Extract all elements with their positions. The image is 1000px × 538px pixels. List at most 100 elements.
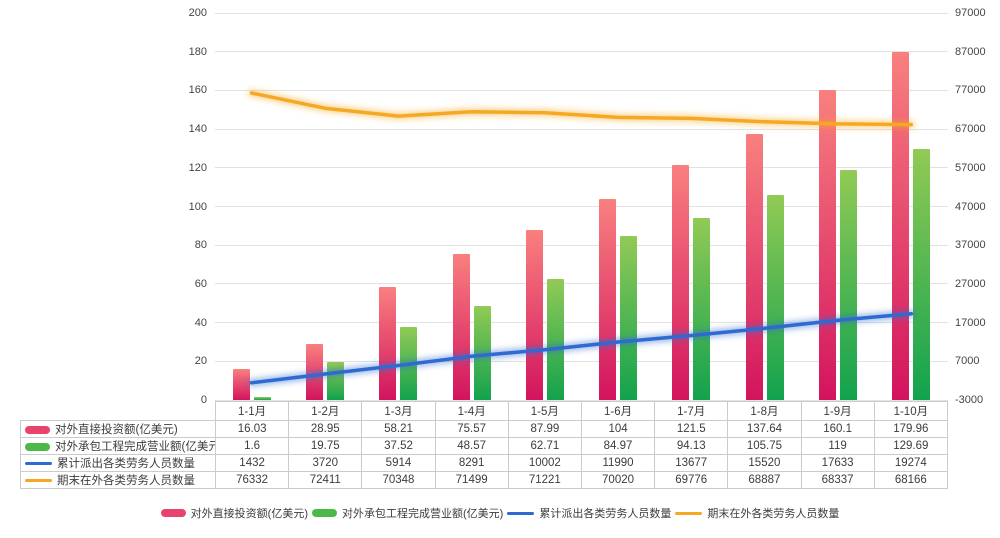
- left-axis-tick-label: 180: [188, 45, 207, 58]
- bar-contract-turnover: [546, 278, 564, 400]
- month-header-cell: 1-7月: [654, 401, 729, 421]
- value-cell-cumulative-dispatched-workers: 17633: [800, 454, 875, 472]
- month-header-cell: 1-2月: [288, 401, 363, 421]
- legend-label: 期末在外各类劳务人员数量: [707, 508, 840, 520]
- month-header-cell: 1-8月: [727, 401, 802, 421]
- bar-direct-investment: [379, 287, 397, 400]
- value-cell-contract-turnover: 62.71: [507, 437, 582, 455]
- legend-item-cumulative-dispatched-workers: 累计派出各类劳务人员数量: [507, 505, 671, 521]
- right-axis-tick-label: 67000: [955, 123, 986, 136]
- left-axis-tick-label: 40: [194, 316, 207, 329]
- value-cell-workers-abroad-end-of-period: 69776: [654, 471, 729, 489]
- line-glow-workers-abroad-end-of-period: [247, 89, 916, 129]
- value-cell-direct-investment: 121.5: [654, 420, 729, 438]
- value-cell-direct-investment: 58.21: [361, 420, 436, 438]
- value-cell-workers-abroad-end-of-period: 70020: [580, 471, 656, 489]
- month-header-cell: 1-3月: [361, 401, 436, 421]
- bar-swatch-icon: [160, 509, 186, 517]
- value-cell-direct-investment: 160.1: [800, 420, 875, 438]
- month-header-cell: 1-5月: [507, 401, 582, 421]
- value-cell-workers-abroad-end-of-period: 70348: [361, 471, 436, 489]
- value-cell-direct-investment: 104: [580, 420, 656, 438]
- value-cell-workers-abroad-end-of-period: 72411: [288, 471, 363, 489]
- left-axis-tick-label: 100: [188, 200, 207, 213]
- bar-direct-investment: [452, 253, 470, 400]
- line-cumulative-dispatched-workers: [249, 312, 914, 385]
- value-cell-workers-abroad-end-of-period: 71499: [434, 471, 509, 489]
- month-header-row: 1-1月 1-2月 1-3月 1-4月 1-5月 1-6月 1-7月 1-8月 1-9月 1-10…: [21, 401, 949, 421]
- value-cell-contract-turnover: 37.52: [361, 437, 436, 455]
- month-header-cell: 1-4月: [434, 401, 509, 421]
- gridline: [215, 206, 948, 207]
- bar-direct-investment: [672, 164, 690, 400]
- month-header-cell: 1-1月: [214, 401, 290, 421]
- value-cell-cumulative-dispatched-workers: 1432: [214, 454, 290, 472]
- value-cell-direct-investment: 87.99: [507, 420, 582, 438]
- bar-swatch-icon: [25, 442, 50, 451]
- right-axis-tick-label: 7000: [955, 355, 980, 368]
- left-axis-tick-label: 0: [200, 394, 207, 406]
- right-axis-tick-label: 17000: [955, 316, 986, 329]
- left-axis-tick-label: 160: [188, 84, 207, 97]
- row-label-cumulative-dispatched-workers: 累计派出各类劳务人员数量: [20, 454, 216, 472]
- value-cell-contract-turnover: 94.13: [654, 437, 729, 455]
- series-name: 对外承包工程完成营业额(亿美元): [55, 441, 216, 453]
- legend-label: 对外承包工程完成营业额(亿美元): [342, 508, 504, 520]
- bar-contract-turnover: [840, 169, 858, 400]
- value-cell-cumulative-dispatched-workers: 3720: [288, 454, 363, 472]
- value-cell-contract-turnover: 105.75: [727, 437, 802, 455]
- legend-label: 对外直接投资额(亿美元): [190, 508, 308, 520]
- right-axis-tick-label: 27000: [955, 277, 986, 290]
- gridline: [215, 399, 948, 401]
- gridline: [215, 360, 948, 362]
- right-axis-tick-label: 87000: [955, 45, 986, 58]
- bar-contract-turnover: [253, 396, 271, 400]
- right-axis-tick-label: 37000: [955, 239, 986, 252]
- value-cell-contract-turnover: 84.97: [580, 437, 656, 455]
- left-axis-tick-label: 60: [194, 277, 207, 290]
- value-cell-contract-turnover: 48.57: [434, 437, 509, 455]
- series-name: 对外直接投资额(亿美元): [55, 424, 178, 436]
- bar-contract-turnover: [693, 217, 711, 400]
- data-table-grid: 1-1月 1-2月 1-3月 1-4月 1-5月 1-6月 1-7月 1-8月 1-9月 1-10…: [20, 401, 949, 489]
- value-cell-contract-turnover: 129.69: [873, 437, 949, 455]
- right-axis-tick-label: 47000: [955, 200, 986, 213]
- value-cell-workers-abroad-end-of-period: 68887: [727, 471, 802, 489]
- month-header-cell: 1-9月: [800, 401, 875, 421]
- line-workers-abroad-end-of-period: [249, 91, 914, 127]
- bar-direct-investment: [599, 198, 617, 400]
- bar-contract-turnover: [913, 149, 931, 400]
- left-axis-tick-label: 200: [188, 7, 207, 19]
- bar-direct-investment: [232, 368, 250, 400]
- line-series-layer: [247, 89, 916, 387]
- gridline: [215, 322, 948, 324]
- bar-contract-turnover: [620, 235, 638, 400]
- value-cell-contract-turnover: 119: [800, 437, 875, 455]
- bar-swatch-icon: [25, 425, 50, 434]
- value-cell-cumulative-dispatched-workers: 5914: [361, 454, 436, 472]
- value-cell-direct-investment: 28.95: [288, 420, 363, 438]
- left-axis-tick-label: 140: [188, 123, 207, 136]
- month-header-cell: 1-10月: [873, 401, 949, 421]
- month-header-cell: 1-6月: [580, 401, 656, 421]
- value-cell-cumulative-dispatched-workers: 10002: [507, 454, 582, 472]
- line-swatch-icon: [675, 511, 703, 515]
- value-cell-cumulative-dispatched-workers: 13677: [654, 454, 729, 472]
- series-name: 期末在外各类劳务人员数量: [57, 475, 195, 487]
- plot-area: [215, 12, 948, 401]
- value-cell-cumulative-dispatched-workers: 15520: [727, 454, 802, 472]
- gridline: [215, 244, 948, 246]
- value-cell-direct-investment: 75.57: [434, 420, 509, 438]
- value-cell-workers-abroad-end-of-period: 68337: [800, 471, 875, 489]
- gridline: [215, 283, 948, 285]
- table-row-direct-investment: 对外直接投资额(亿美元) 16.03 28.95 58.21 75.57 87.99 104…: [20, 420, 949, 438]
- value-cell-workers-abroad-end-of-period: 68166: [873, 471, 949, 489]
- line-swatch-icon: [25, 479, 52, 483]
- value-cell-cumulative-dispatched-workers: 19274: [873, 454, 949, 472]
- value-cell-direct-investment: 179.96: [873, 420, 949, 438]
- bar-swatch-icon: [312, 509, 337, 517]
- right-axis-tick-label: 57000: [955, 161, 986, 174]
- value-cell-workers-abroad-end-of-period: 76332: [214, 471, 290, 489]
- chart-legend: 对外直接投资额(亿美元) 对外承包工程完成营业额(亿美元) 累计派出各类劳务人员数量…: [0, 505, 1000, 521]
